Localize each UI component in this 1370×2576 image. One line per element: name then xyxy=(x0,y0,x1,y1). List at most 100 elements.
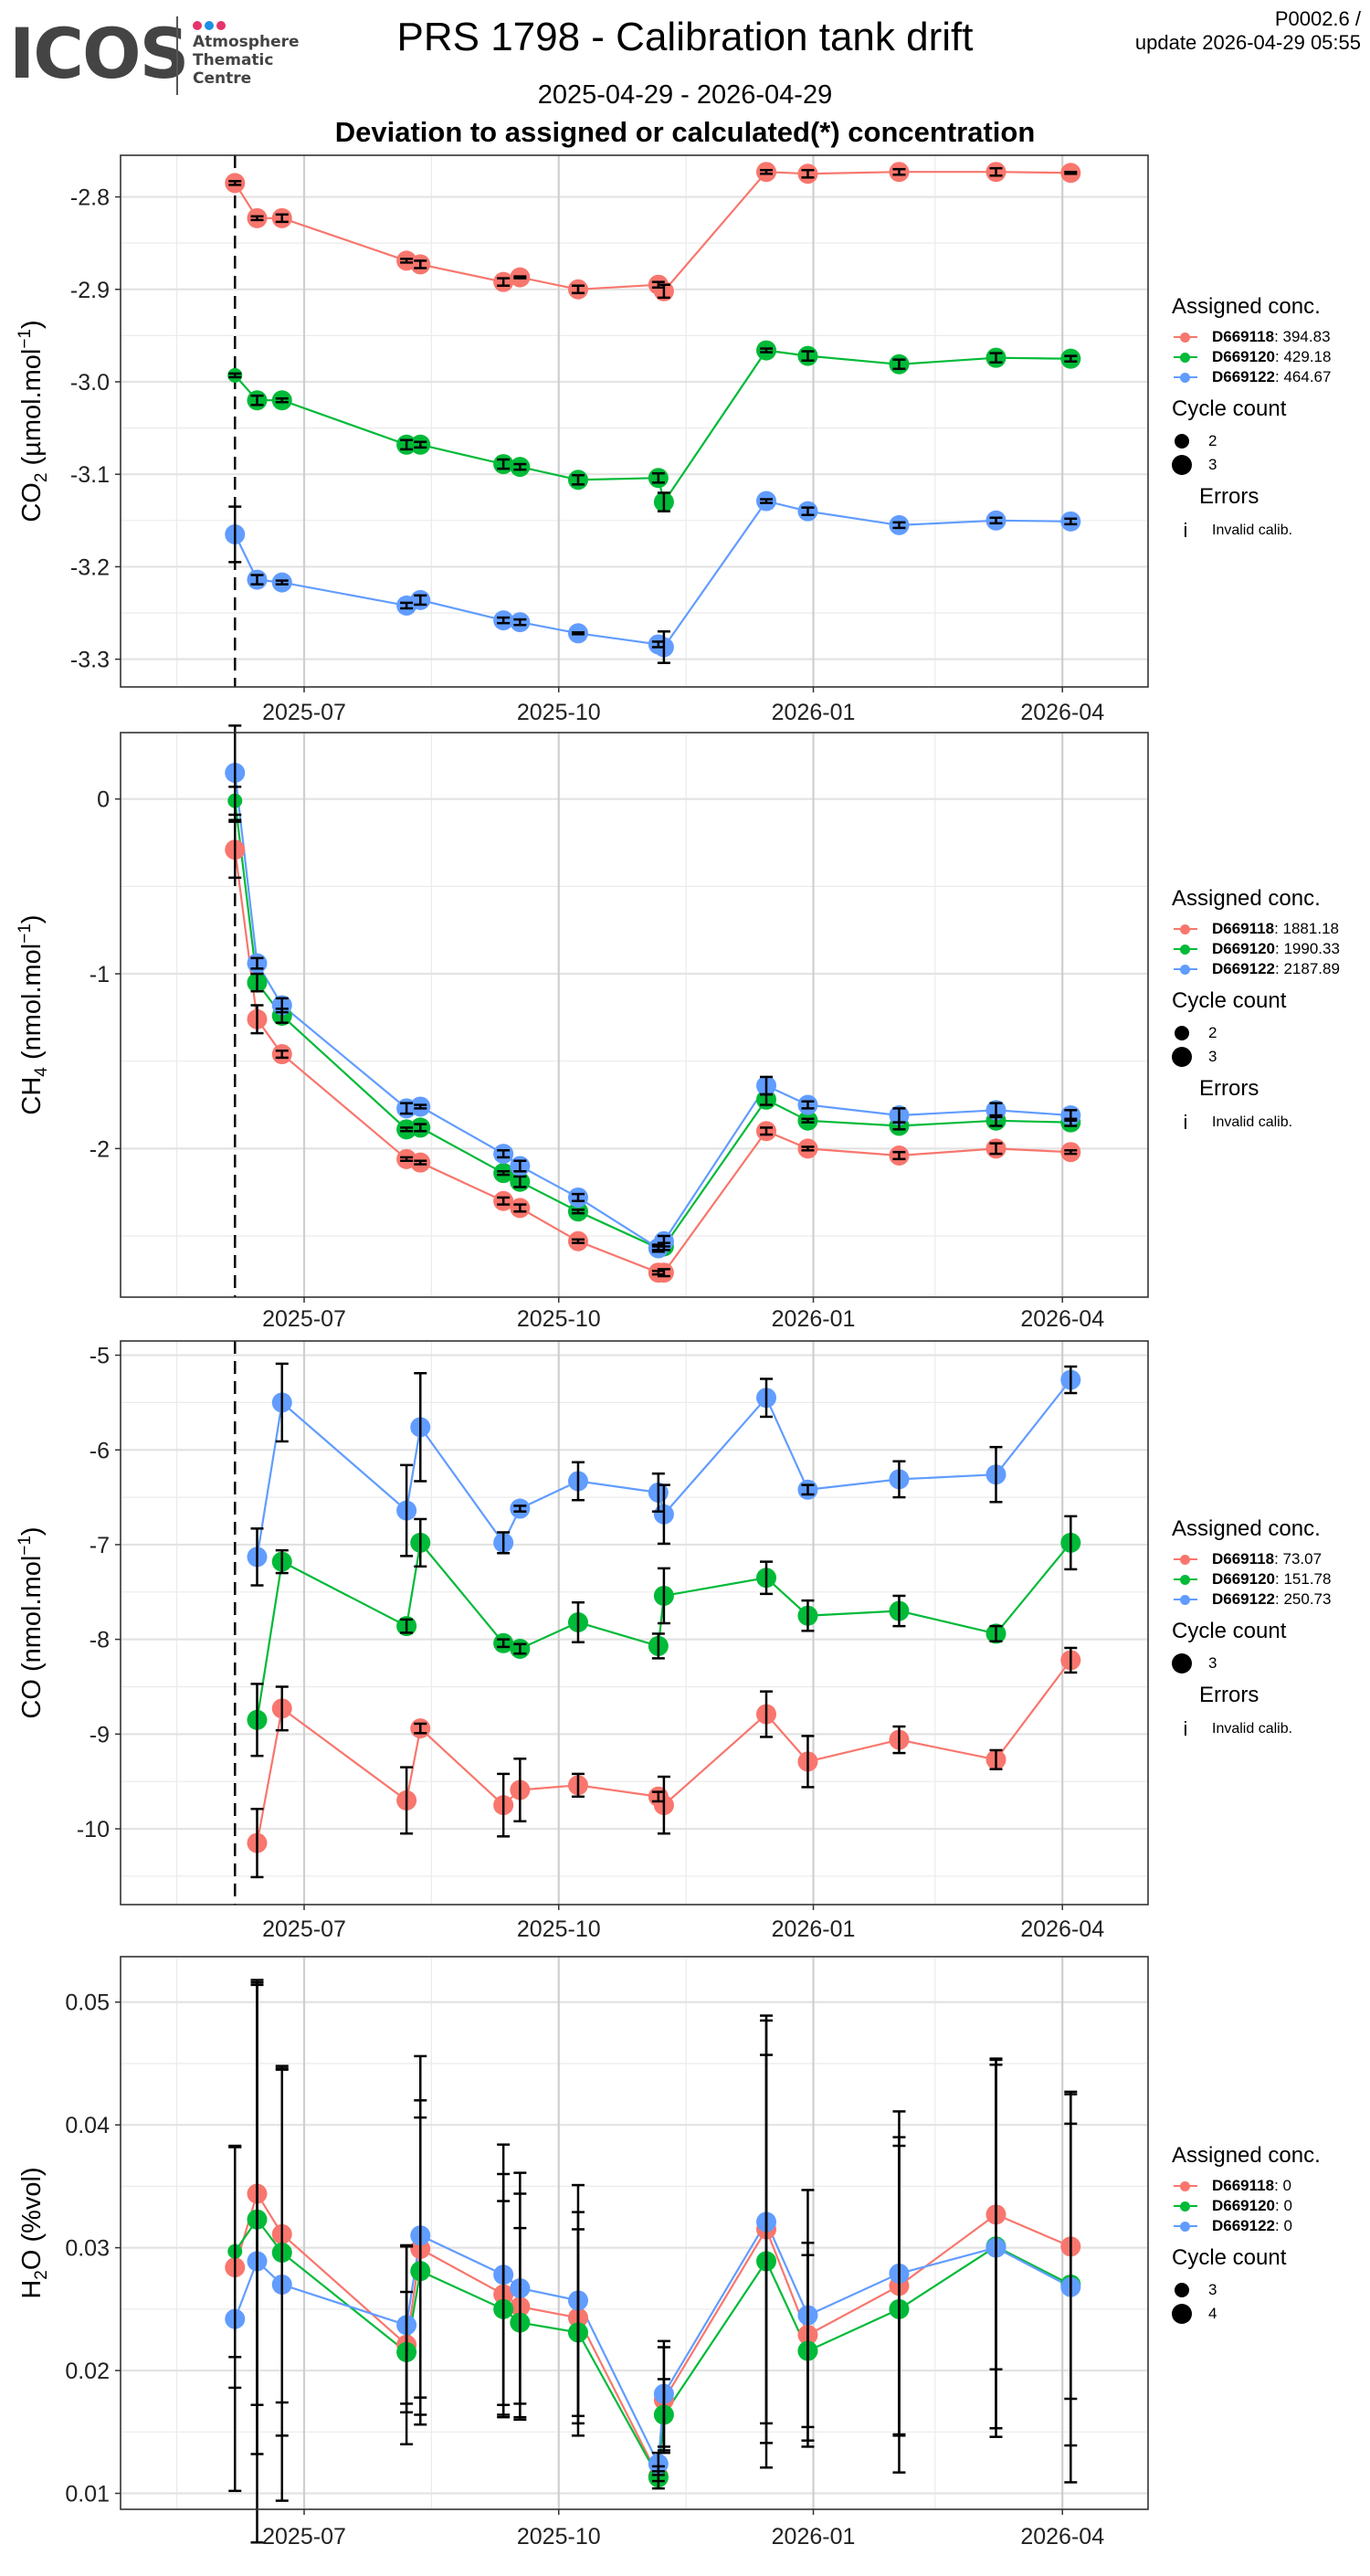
y-tick-label: -8 xyxy=(90,1628,110,1653)
y-axis-label-end: ) xyxy=(17,320,47,329)
logo-dot-2 xyxy=(205,21,214,30)
error-bar xyxy=(400,1126,414,1133)
error-bar xyxy=(400,1766,414,1835)
error-bar xyxy=(892,358,906,371)
legend-key-dot xyxy=(1180,924,1190,934)
legend-errors-title: Errors xyxy=(1199,1683,1259,1707)
legend-size-title: Cycle count xyxy=(1172,1619,1287,1643)
error-bar xyxy=(571,2183,585,2418)
error-bar xyxy=(513,275,527,280)
legend-item: D669118: 394.83 xyxy=(1172,327,1331,347)
error-bar xyxy=(497,1772,511,1838)
error-bar xyxy=(1064,354,1078,363)
legend-key-icon xyxy=(1172,331,1199,343)
legend-errors-item: i Invalid calib. xyxy=(1172,1109,1340,1136)
legend-item-value: : 0 xyxy=(1275,2217,1292,2234)
error-bar xyxy=(760,1075,774,1096)
plot-border xyxy=(120,1340,1149,1906)
error-bar xyxy=(760,168,774,175)
legend-errors-item: i Invalid calib. xyxy=(1172,517,1331,544)
error-bar xyxy=(414,1159,427,1166)
y-axis-label-subscript: 2 xyxy=(32,2270,51,2280)
error-bar xyxy=(989,1748,1003,1770)
invalid-calib-icon: i xyxy=(1183,1717,1188,1740)
y-axis-label-main: CO xyxy=(17,482,47,523)
error-bar xyxy=(801,1599,815,1632)
error-bar xyxy=(801,1735,815,1789)
version-label: P0002.6 / xyxy=(1274,7,1361,30)
co2-legend: Assigned conc. D669118: 394.83 D669120: 42… xyxy=(1172,294,1331,544)
error-bar xyxy=(801,2189,815,2442)
error-bar xyxy=(1064,517,1078,526)
size-dot-icon xyxy=(1175,1026,1189,1040)
legend-key-dot xyxy=(1180,945,1190,955)
error-bar xyxy=(892,521,906,530)
error-bar xyxy=(801,1100,815,1110)
error-bar xyxy=(400,1102,414,1115)
co-panel: -10 -9 -8 -7 -6 -5 2025-07 2025-10 2026-01 2026-0… xyxy=(16,1340,1149,1942)
error-bar xyxy=(801,506,815,516)
legend-item: D669120: 1990.33 xyxy=(1172,939,1340,959)
legend-item-name: D669122 xyxy=(1212,960,1276,977)
legend-size-item: 4 xyxy=(1172,2302,1321,2326)
legend-size-item: 3 xyxy=(1172,1045,1340,1069)
icos-logo: ICOS Atmosphere Thematic Centre xyxy=(9,13,301,95)
legend-key-icon xyxy=(1172,1553,1199,1566)
y-axis-label-superscript: −1 xyxy=(16,329,35,349)
legend-item-name: D669120 xyxy=(1212,1570,1276,1588)
error-bar xyxy=(414,259,427,269)
error-bar xyxy=(414,1722,427,1735)
error-bar xyxy=(651,471,665,484)
legend-item-name: D669118 xyxy=(1212,328,1275,345)
x-tick-label: 2025-07 xyxy=(262,1916,346,1942)
error-bar xyxy=(513,618,527,627)
x-tick-label: 2025-10 xyxy=(517,700,601,725)
error-bar xyxy=(497,2143,511,2406)
y-tick-label: -1 xyxy=(90,962,110,987)
error-bar xyxy=(760,1560,774,1596)
error-bar xyxy=(513,462,527,471)
error-bar xyxy=(571,284,585,295)
error-bar xyxy=(801,1117,815,1124)
error-bar xyxy=(250,1004,264,1035)
legend-key-dot xyxy=(1180,2201,1190,2212)
y-axis-label: H2O (%vol) xyxy=(17,2167,51,2298)
legend-item-value: : 0 xyxy=(1275,2197,1292,2214)
error-bar xyxy=(657,630,670,664)
h2o-panel: 0.01 0.02 0.03 0.04 0.05 2025-07 2025-10 2026-0… xyxy=(17,1956,1149,2550)
legend-item-name: D669118 xyxy=(1212,920,1275,937)
y-tick-label: 0 xyxy=(97,787,110,813)
legend-item-value: : 394.83 xyxy=(1274,328,1331,345)
logo-subtitle: Atmosphere Thematic Centre xyxy=(193,33,300,88)
invalid-calib-icon: i xyxy=(1183,1111,1188,1134)
error-bar xyxy=(657,1483,670,1546)
y-axis-label: CO (nmol.mol−1) xyxy=(16,1526,47,1718)
legend-errors-label: Invalid calib. xyxy=(1212,1114,1293,1130)
error-bar xyxy=(1064,1515,1078,1571)
date-range: 2025-04-29 - 2026-04-29 xyxy=(537,80,833,110)
y-axis-label-end: ) xyxy=(17,1526,47,1536)
legend-item-name: D669120 xyxy=(1212,348,1276,365)
y-tick-label: -3.0 xyxy=(70,370,110,396)
legend-key-dot xyxy=(1180,965,1190,975)
error-bar xyxy=(892,1150,906,1161)
legend-size-label: 2 xyxy=(1208,1024,1217,1041)
error-bar xyxy=(275,396,289,404)
error-bar xyxy=(760,498,774,504)
error-bar xyxy=(497,1149,511,1159)
logo-dots-icon xyxy=(193,18,228,35)
error-bar xyxy=(275,1685,289,1732)
y-tick-label: -7 xyxy=(90,1533,110,1558)
version-info: P0002.6 / update 2026-04-29 05:55 xyxy=(1135,7,1361,55)
legend-size-item: 2 xyxy=(1172,429,1331,453)
error-bar xyxy=(989,516,1003,525)
error-bar xyxy=(513,1758,527,1822)
co2-panel: -3.3 -3.2 -3.1 -3.0 -2.9 -2.8 2025-07 2025-10 20… xyxy=(16,154,1149,725)
error-bar xyxy=(275,2067,289,2502)
legend-size-item: 3 xyxy=(1172,1652,1331,1675)
x-tick-label: 2025-10 xyxy=(517,2524,601,2550)
error-bar xyxy=(651,640,665,649)
error-bar xyxy=(275,1362,289,1443)
error-bar xyxy=(400,1463,414,1557)
legend-size-label: 3 xyxy=(1208,456,1217,473)
